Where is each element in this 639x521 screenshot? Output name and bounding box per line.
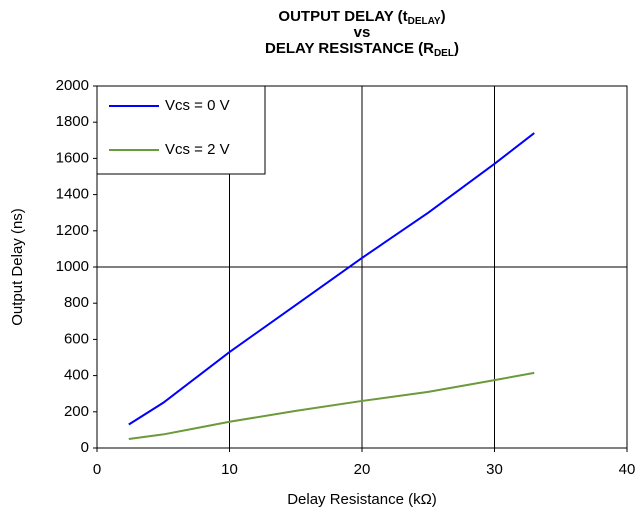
chart-title: DELAY RESISTANCE (RDEL) xyxy=(265,40,459,59)
title-part: ) xyxy=(454,40,459,57)
y-axis-label: Output Delay (ns) xyxy=(9,208,26,326)
title-part: ) xyxy=(441,8,446,25)
y-tick-label: 1200 xyxy=(56,222,89,239)
y-tick-label: 200 xyxy=(64,403,89,420)
data-line xyxy=(128,132,535,426)
y-tick-label: 1800 xyxy=(56,113,89,130)
data-line xyxy=(128,371,535,440)
chart-title: vs xyxy=(354,24,371,41)
legend-box xyxy=(96,85,266,175)
y-tick-label: 1000 xyxy=(56,258,89,275)
legend-label: Vcs = 0 V xyxy=(165,97,230,114)
title-subscript: DELAY xyxy=(408,16,441,27)
title-part: DELAY RESISTANCE (R xyxy=(265,40,434,57)
x-tick-label: 0 xyxy=(93,461,101,478)
title-part: vs xyxy=(354,24,371,41)
chart-title: OUTPUT DELAY (tDELAY) xyxy=(278,8,445,27)
x-tick-label: 30 xyxy=(486,461,503,478)
y-tick-label: 2000 xyxy=(56,77,89,94)
x-tick-label: 40 xyxy=(619,461,636,478)
y-tick-label: 1600 xyxy=(56,149,89,166)
title-part: OUTPUT DELAY (t xyxy=(278,8,407,25)
y-tick-label: 600 xyxy=(64,330,89,347)
x-tick-label: 10 xyxy=(221,461,238,478)
y-tick-label: 0 xyxy=(81,439,89,456)
y-tick-label: 1400 xyxy=(56,186,89,203)
y-tick-label: 400 xyxy=(64,367,89,384)
y-tick-label: 800 xyxy=(64,294,89,311)
x-axis-label: Delay Resistance (kΩ) xyxy=(287,491,437,508)
title-subscript: DEL xyxy=(434,48,454,59)
x-tick-label: 20 xyxy=(354,461,371,478)
legend-label: Vcs = 2 V xyxy=(165,141,230,158)
